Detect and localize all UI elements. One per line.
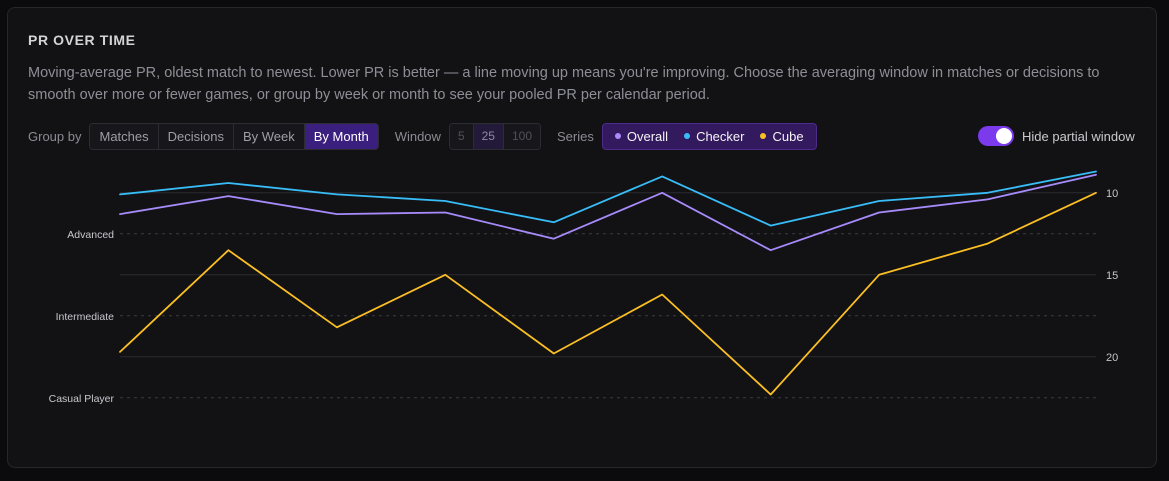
group-by-week-button[interactable]: By Week <box>233 123 305 149</box>
y-tick-label: 15 <box>1106 270 1118 282</box>
window-25-button[interactable]: 25 <box>473 123 504 149</box>
overall-dot-icon <box>614 133 621 139</box>
card-description: Moving-average PR, oldest match to newes… <box>28 65 1100 103</box>
group-by-segmented: Matches Decisions By Week By Month <box>89 122 379 150</box>
group-by-month-button[interactable]: By Month <box>304 123 378 149</box>
series-line-overall <box>119 173 1097 252</box>
series-line-checker <box>119 170 1097 227</box>
series-label: Series <box>557 128 594 144</box>
y-tick-label: 20 <box>1106 352 1118 364</box>
series-overall-chip[interactable]: Overall <box>607 129 676 144</box>
toggle-knob <box>996 128 1012 144</box>
group-by-label: Group by <box>28 128 82 144</box>
series-cube-chip[interactable]: Cube <box>752 129 811 144</box>
window-label: Window <box>394 128 441 144</box>
series-checker-chip[interactable]: Checker <box>676 129 752 144</box>
skill-band-label: Intermediate <box>56 311 115 323</box>
window-100-button[interactable]: 100 <box>503 123 541 149</box>
series-checker-label: Checker <box>696 128 745 144</box>
group-by-decisions-button[interactable]: Decisions <box>158 123 234 149</box>
skill-band-label: Casual Player <box>49 393 115 405</box>
card-title: PR OVER TIME <box>28 32 136 48</box>
pr-line-chart: 10 15 20 Advanced Intermediate Casual Player <box>49 170 1118 405</box>
hide-partial-toggle[interactable] <box>978 126 1014 146</box>
window-5-button[interactable]: 5 <box>449 123 474 149</box>
window-segmented: 5 25 100 <box>448 122 542 150</box>
cube-dot-icon <box>760 133 767 139</box>
group-by-matches-button[interactable]: Matches <box>90 123 159 149</box>
series-overall-label: Overall <box>626 128 669 144</box>
chart-controls: Group by Matches Decisions By Week By Mo… <box>28 122 817 150</box>
skill-band-label: Advanced <box>67 229 114 241</box>
y-tick-label: 10 <box>1106 188 1118 200</box>
series-cube-label: Cube <box>772 128 804 144</box>
series-selector: Overall Checker Cube <box>601 122 817 150</box>
pr-over-time-card: PR OVER TIME Moving-average PR, oldest m… <box>7 7 1157 468</box>
checker-dot-icon <box>684 133 691 139</box>
series-line-cube <box>119 191 1097 396</box>
hide-partial-toggle-wrap: Hide partial window <box>978 125 1135 147</box>
hide-partial-label: Hide partial window <box>1022 128 1135 144</box>
